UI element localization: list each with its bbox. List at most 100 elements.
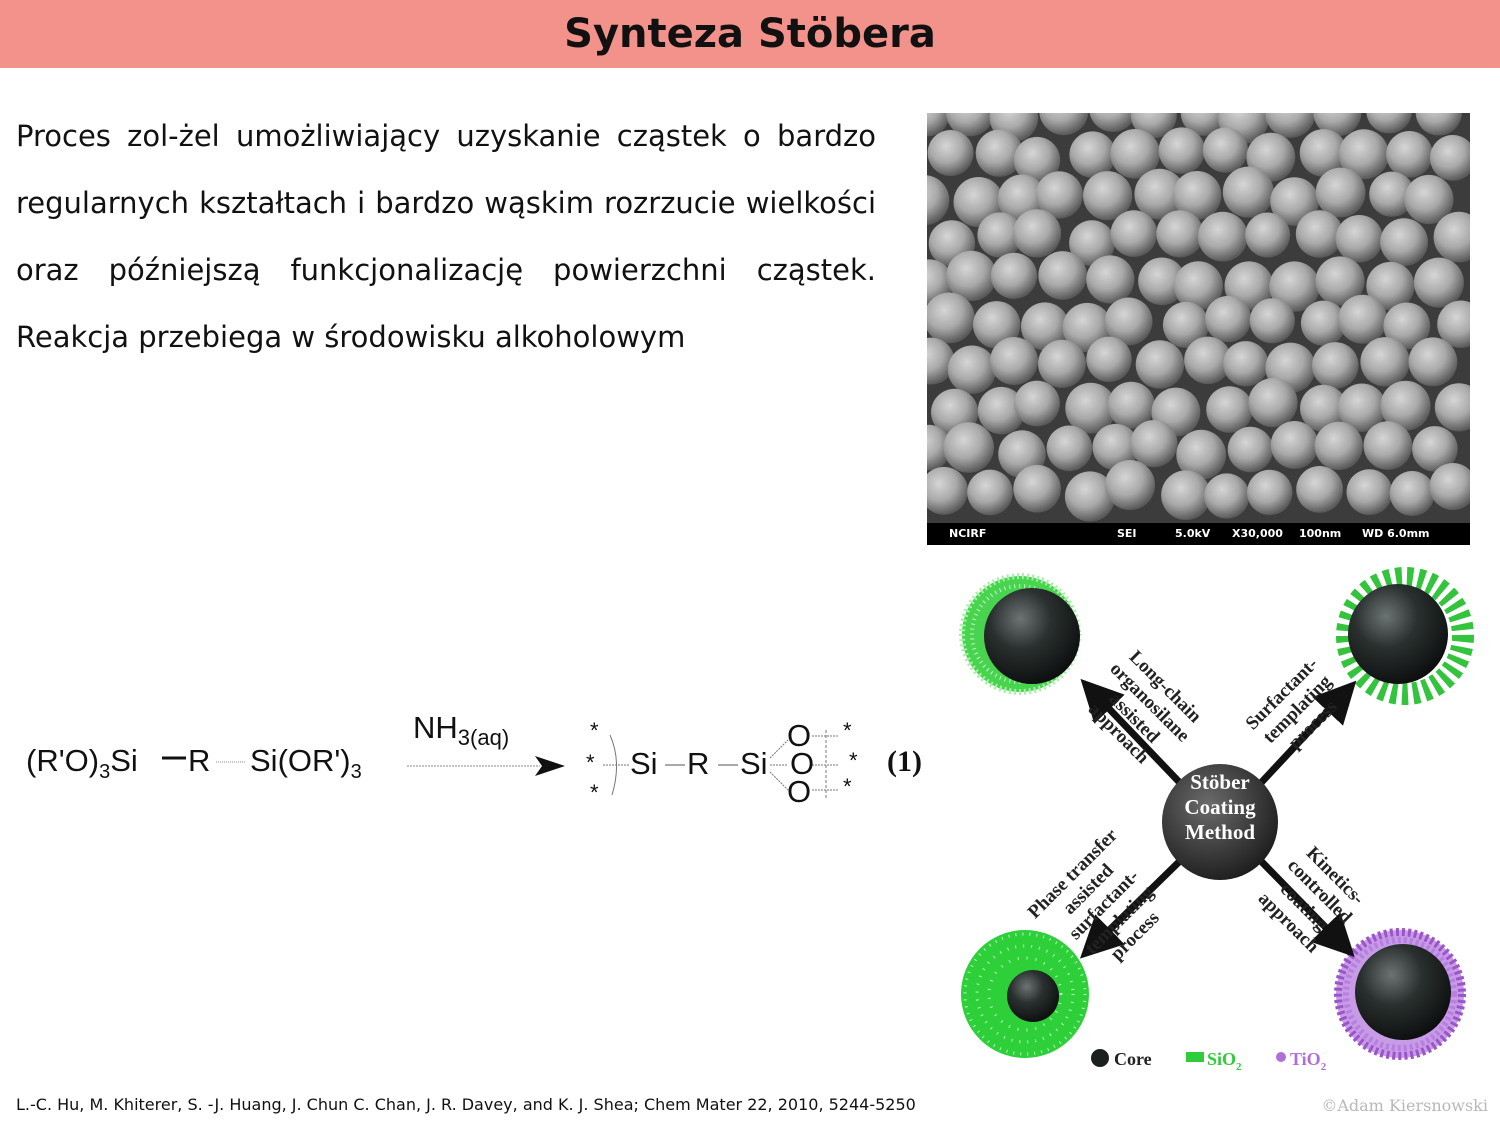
sem-particle [1434,383,1470,432]
stober-coating-diagram: Stöber Coating Method Long-chain organos… [955,556,1480,1076]
sem-voltage-label: 5.0kV [1175,527,1211,540]
sem-particle [967,469,1013,516]
sem-particle [1346,469,1393,515]
sem-particle [977,386,1026,435]
sem-particle [1046,425,1093,472]
legend-core-icon [1091,1049,1109,1067]
sem-particle [1314,421,1363,470]
sem-wd-label: WD 6.0mm [1362,527,1430,540]
sem-particle [1107,381,1155,429]
sem-particle [1269,261,1320,312]
sem-particle [1205,295,1252,343]
product-star-6: * [843,774,852,799]
sem-particle [1315,167,1366,218]
sem-particle [1270,421,1319,469]
center-circle [1162,764,1278,880]
sem-particle [1296,466,1343,513]
diagram-legend: Core SiO2 TiO2 [1091,1049,1327,1073]
sem-particle [1086,255,1135,304]
sem-scale-label: 100nm [1299,527,1342,540]
sem-particle [927,424,952,471]
center-label-1: Stöber [1190,770,1250,794]
diagram-canvas: Stöber Coating Method Long-chain organos… [959,567,1474,1073]
product-star-2: * [586,750,595,775]
product-oxygen-2: O [790,746,815,781]
sem-particle [1270,177,1319,226]
sem-particle [1380,380,1431,431]
title-bar: Synteza Stöbera [0,0,1500,68]
sem-particle [1433,211,1470,263]
product-star-3: * [590,780,599,805]
particle-bottom-right [1334,928,1466,1060]
sem-particle [1404,174,1454,225]
product-r-group: R [687,746,710,781]
sem-particle [1038,339,1086,388]
legend-sio2: SiO2 [1207,1049,1242,1073]
sem-particle [947,345,997,394]
sem-particle [1104,297,1153,346]
sem-particle [1130,420,1178,468]
sem-particle [1383,302,1431,350]
sem-particle [945,113,994,137]
sem-particle [1021,302,1069,351]
sem-particle [975,129,1023,177]
sem-particle [1338,129,1389,180]
body-paragraph: Proces zol-żel umożliwiający uzyskanie c… [16,119,876,354]
equation-number: (1) [887,745,922,778]
product-oxygen-1: O [787,718,812,753]
sem-particle [1363,421,1413,470]
sem-particle [1369,171,1415,217]
sem-particle [1315,256,1365,306]
center-label-2: Coating [1184,795,1256,819]
sem-particle [1035,171,1083,219]
particle-top-right [1336,567,1474,705]
sem-particle [1204,473,1250,519]
sem-particle [1295,210,1344,258]
sem-particle [1366,113,1412,134]
sem-particle [1134,168,1186,220]
center-label-3: Method [1185,820,1255,844]
sem-particle [1039,113,1089,136]
sem-particle [1245,212,1291,258]
sem-particle [1300,384,1347,432]
sem-particle [927,175,950,226]
reactant-r-group: R [188,743,211,778]
sem-particle [946,250,997,301]
sem-particle [1412,426,1458,472]
sem-particle [1299,129,1348,177]
sem-particle [1092,423,1139,471]
sem-particle [1248,378,1298,428]
sem-magnification-label: X30,000 [1232,527,1283,540]
sem-particle [927,113,950,137]
sem-particle [927,466,968,515]
sem-particle [1069,220,1115,266]
sem-particle [1184,336,1232,384]
sem-particle [1038,251,1087,300]
diagram-arrows [1079,678,1357,959]
reactant-right: Si(OR')3 [250,743,362,784]
sem-particle [1366,261,1415,311]
sem-particle [1135,340,1185,389]
slide-title: Synteza Stöbera [564,11,936,57]
product-star-1: * [590,718,599,743]
sem-particle [1083,171,1133,221]
sem-particle [1247,469,1293,516]
sem-particles [927,113,1470,523]
sem-particle [973,301,1021,349]
sem-particle [1064,471,1116,522]
sem-particle [1086,336,1132,382]
sem-particle [990,337,1038,385]
sem-particle [1197,211,1248,262]
sem-particle [1360,337,1410,387]
sem-particle [1413,257,1464,308]
sem-particle [927,337,955,385]
product-star-4: * [843,718,852,743]
sem-particle [1227,426,1274,473]
product-si-2: Si [740,746,768,781]
sem-info-bar: NCIRF SEI 5.0kV X30,000 100nm WD 6.0mm [927,523,1470,545]
sem-particle [1389,471,1435,516]
sem-particle [1338,294,1388,344]
legend-tio2: TiO2 [1290,1049,1327,1073]
citation: L.-C. Hu, M. Khiterer, S. -J. Huang, J. … [16,1095,916,1114]
sem-particle [1380,218,1428,266]
